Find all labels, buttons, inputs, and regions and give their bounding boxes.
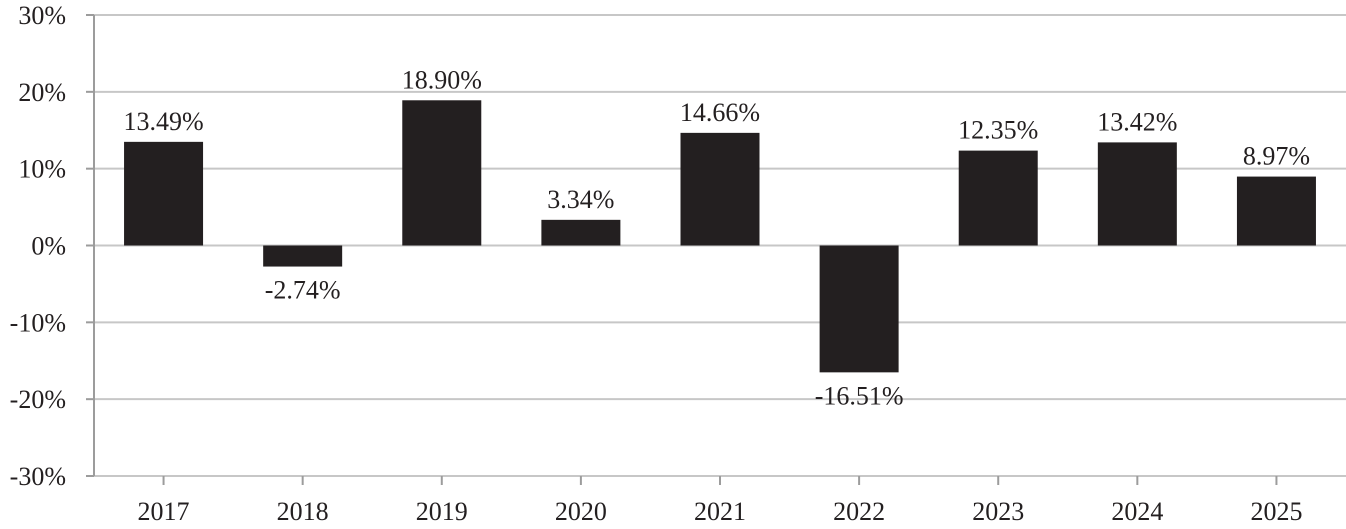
- data-label-2024: 13.42%: [1097, 107, 1177, 136]
- bar-2021: [680, 132, 760, 246]
- data-label-2025: 8.97%: [1243, 142, 1310, 171]
- x-tick-label-2025: 2025: [1250, 497, 1302, 526]
- bar-2017: [124, 141, 204, 246]
- axes: [86, 14, 1278, 485]
- x-tick-label-2021: 2021: [694, 497, 746, 526]
- y-tick-label: 20%: [18, 78, 66, 107]
- bar-2018: [263, 245, 343, 267]
- bar-2024: [1097, 142, 1177, 246]
- data-label-2017: 13.49%: [123, 107, 203, 136]
- y-tick-label: -30%: [10, 462, 66, 491]
- bar-2023: [958, 150, 1038, 246]
- data-label-2022: -16.51%: [815, 381, 904, 410]
- y-tick-label: 10%: [18, 155, 66, 184]
- bar-2019: [402, 100, 482, 246]
- y-tick-label: 30%: [18, 1, 66, 30]
- data-label-2020: 3.34%: [547, 185, 614, 214]
- bar-2025: [1236, 176, 1316, 246]
- data-label-2018: -2.74%: [265, 276, 341, 305]
- x-tick-label-2024: 2024: [1111, 497, 1163, 526]
- x-tick-label-2020: 2020: [555, 497, 607, 526]
- y-tick-label: -20%: [10, 385, 66, 414]
- x-tick-label-2022: 2022: [833, 497, 885, 526]
- data-label-2021: 14.66%: [680, 98, 760, 127]
- bar-2022: [819, 245, 899, 373]
- y-tick-label: 0%: [31, 232, 66, 261]
- x-tick-label-2017: 2017: [138, 497, 190, 526]
- data-label-2023: 12.35%: [958, 116, 1038, 145]
- bars: [124, 100, 1316, 373]
- y-tick-label: -10%: [10, 308, 66, 337]
- data-label-2019: 18.90%: [402, 65, 482, 94]
- x-tick-label-2019: 2019: [416, 497, 468, 526]
- bar-2020: [541, 219, 621, 246]
- x-tick-label-2023: 2023: [972, 497, 1024, 526]
- labels: 30% 20% 10% 0% -10% -20% -30% 13.49% 2017 -2.74% 2…: [10, 1, 1310, 526]
- x-tick-label-2018: 2018: [277, 497, 329, 526]
